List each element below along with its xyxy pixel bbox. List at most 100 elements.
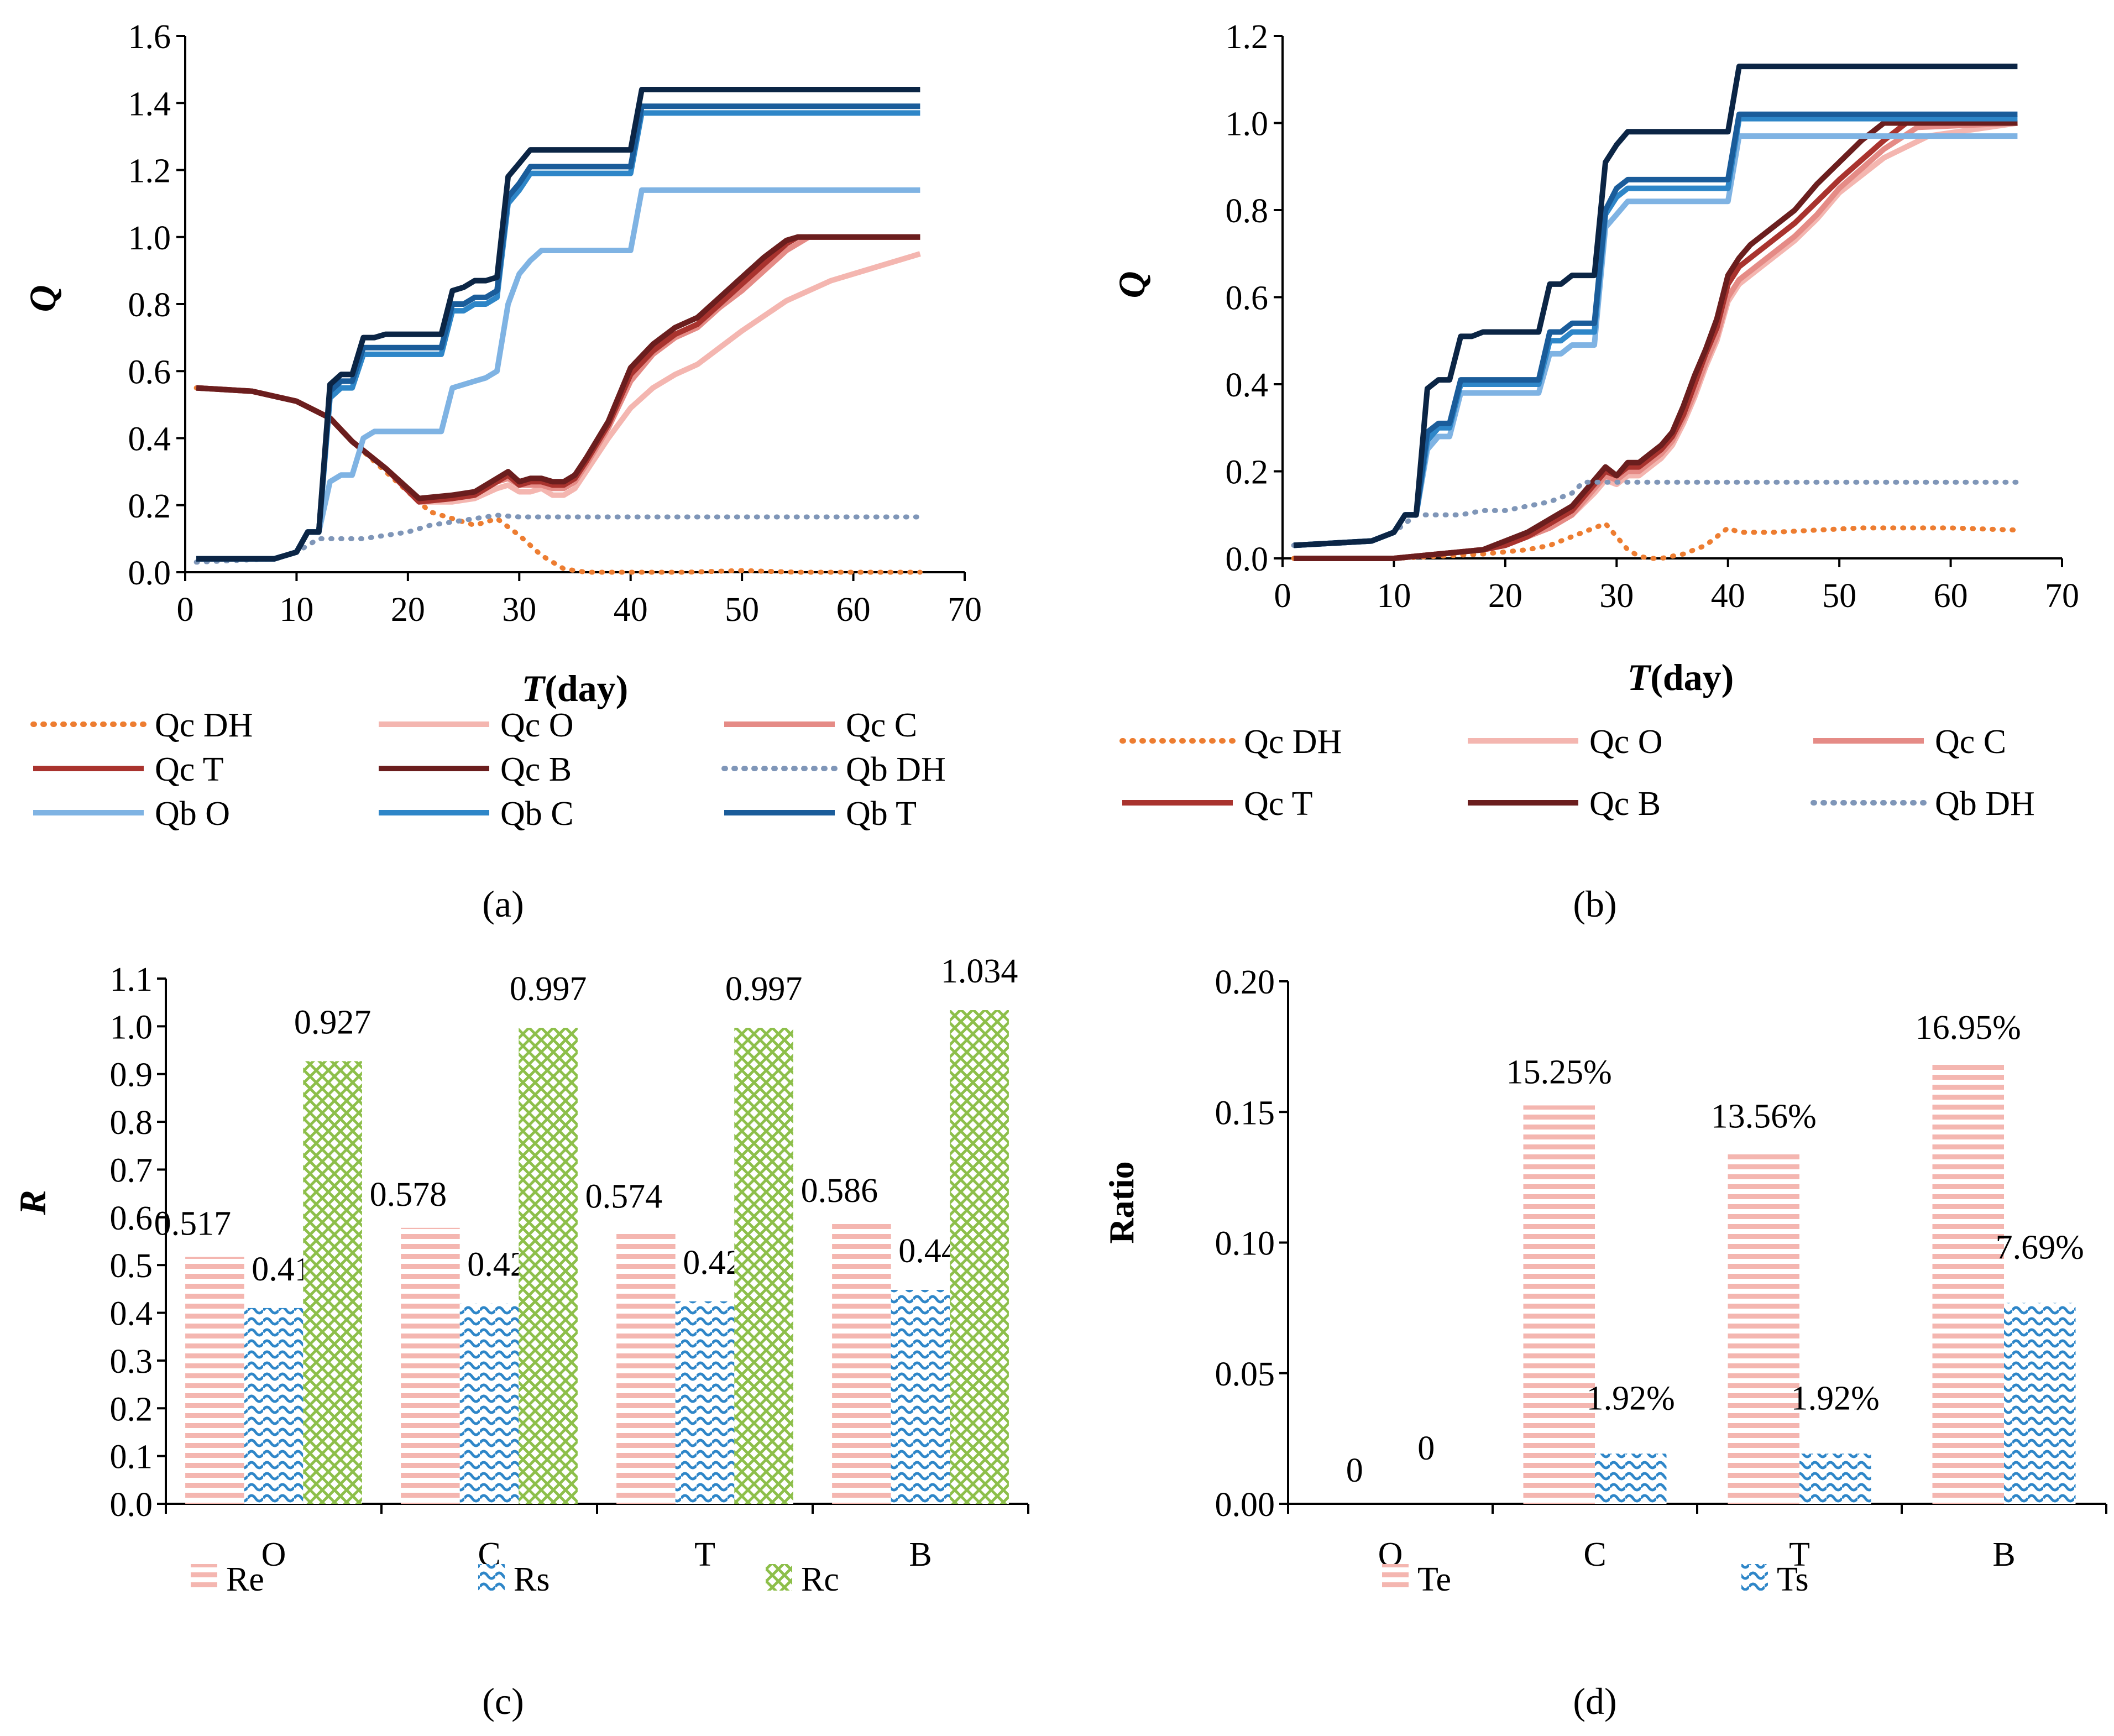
- bar-re-o: [185, 1257, 244, 1504]
- y-tick-label: 0.8: [1226, 192, 1269, 230]
- category-label-c: C: [1583, 1536, 1606, 1573]
- x-tick-label: 70: [948, 591, 982, 629]
- y-tick-label: 0.0: [110, 1486, 153, 1524]
- legend-label-qc-c: Qc C: [1935, 723, 2006, 761]
- legend-label-te: Te: [1417, 1561, 1451, 1598]
- bar-ts-c: [1595, 1453, 1667, 1504]
- panel-b-axes: 0.0 0.2 0.4 0.6 0.8 1.0 1.2 0 10 20 30 40 50 60 70: [1226, 18, 2080, 615]
- y-tick-label: 1.2: [1226, 18, 1269, 56]
- x-tick-label: 50: [725, 591, 759, 629]
- legend-label-qc-o: Qc O: [1589, 723, 1663, 761]
- x-tick-label: 10: [279, 591, 313, 629]
- y-tick-label: 1.4: [128, 85, 171, 123]
- y-tick-label: 0.20: [1215, 964, 1275, 1001]
- data-label-ts-o: 0: [1417, 1430, 1435, 1467]
- y-tick-label: 0.2: [128, 488, 171, 525]
- y-tick-label: 0.10: [1215, 1225, 1275, 1263]
- panel-d: 0.000.050.100.150.20O C T B 015.25%13.56%16…: [1102, 964, 2107, 1722]
- panel-d-ylabel: Ratio: [1102, 1161, 1141, 1243]
- y-tick-label: 0.6: [110, 1200, 153, 1237]
- x-tick-label: 40: [614, 591, 648, 629]
- x-tick-label: 10: [1377, 577, 1411, 615]
- legend-label-ts: Ts: [1777, 1561, 1809, 1598]
- y-tick-label: 1.6: [128, 18, 171, 56]
- series-line-qc-t: [1294, 120, 2018, 561]
- legend-label-qc-o: Qc O: [500, 707, 574, 744]
- x-tick-label: 30: [1599, 577, 1634, 615]
- legend-label-qb-dh: Qb DH: [1935, 785, 2035, 823]
- x-tick-label: 70: [2045, 577, 2079, 615]
- panel-a: 0.0 0.2 0.4 0.6 0.8 1.0 1.2 1.4 1.6 0 10 20 30 40 50 60…: [22, 18, 982, 925]
- y-tick-label: 0.4: [110, 1295, 153, 1333]
- panel-c: 0.00.10.20.30.40.50.60.70.80.91.01.1O C T B…: [12, 953, 1029, 1722]
- data-label-rc-o: 0.927: [294, 1003, 371, 1041]
- legend-label-qc-dh: Qc DH: [1244, 723, 1342, 761]
- y-tick-label: 1.0: [128, 219, 171, 257]
- bar-rs-t: [675, 1301, 735, 1504]
- y-tick-label: 1.1: [110, 961, 153, 998]
- bar-te-c: [1523, 1105, 1595, 1504]
- legend-swatch-re: [191, 1564, 217, 1591]
- y-tick-label: 0.8: [110, 1104, 153, 1142]
- series-line-qb-dh: [1291, 479, 2020, 548]
- panel-a-caption: (a): [482, 883, 524, 925]
- y-tick-label: 0.00: [1215, 1486, 1275, 1524]
- panel-b-caption: (b): [1573, 883, 1616, 925]
- bar-rc-b: [950, 1010, 1009, 1504]
- series-line-qc-b: [1294, 120, 2018, 561]
- category-label-t: T: [1789, 1536, 1810, 1573]
- y-tick-label: 0.0: [1226, 541, 1269, 578]
- y-tick-label: 0.1: [110, 1439, 153, 1476]
- legend-label-qb-c: Qb C: [500, 795, 574, 833]
- y-tick-label: 0.6: [1226, 280, 1269, 317]
- data-label-re-t: 0.574: [585, 1178, 663, 1215]
- y-tick-label: 0.0: [128, 555, 171, 592]
- bar-rs-o: [244, 1308, 304, 1504]
- data-label-ts-b: 7.69%: [1996, 1229, 2084, 1267]
- bar-ts-b: [2004, 1303, 2076, 1504]
- category-label-t: T: [694, 1536, 715, 1573]
- legend-label-qc-dh: Qc DH: [155, 707, 253, 744]
- series-line-qb-b: [1293, 64, 2018, 548]
- panel-c-legend: Re Rs Rc: [191, 1561, 839, 1598]
- data-label-te-t: 13.56%: [1711, 1097, 1817, 1135]
- panel-b-legend: Qc DH Qc O Qc C Qc T Qc B Qb DH: [1119, 723, 2035, 823]
- legend-label-qc-t: Qc T: [1244, 785, 1313, 823]
- series-line-qc-dh: [193, 385, 923, 575]
- y-tick-label: 0.4: [1226, 367, 1269, 404]
- bar-re-t: [616, 1230, 676, 1504]
- panel-c-caption: (c): [482, 1680, 524, 1722]
- y-tick-label: 1.0: [1226, 106, 1269, 143]
- legend-label-rs: Rs: [514, 1561, 550, 1598]
- legend-label-qc-t: Qc T: [155, 751, 224, 788]
- panel-a-axes: 0.0 0.2 0.4 0.6 0.8 1.0 1.2 1.4 1.6 0 10 20 30 40 50 60…: [128, 18, 982, 629]
- panel-a-xlabel-var: T: [522, 667, 546, 709]
- series-line-qc-dh: [1291, 521, 2020, 561]
- x-tick-label: 0: [177, 591, 194, 629]
- legend-swatch-rs: [478, 1564, 505, 1591]
- y-tick-label: 0.9: [110, 1057, 153, 1094]
- panel-a-plot: [193, 87, 923, 575]
- data-label-te-b: 16.95%: [1916, 1009, 2021, 1047]
- y-tick-label: 0.2: [110, 1390, 153, 1428]
- panel-b-plot: [1291, 64, 2020, 561]
- category-label-b: B: [909, 1536, 932, 1573]
- data-label-rc-b: 1.034: [941, 953, 1018, 990]
- bar-ts-t: [1799, 1453, 1871, 1504]
- panel-a-xlabel-unit: (day): [545, 667, 628, 709]
- series-line-qc-o: [196, 251, 921, 505]
- y-tick-label: 1.2: [128, 153, 171, 190]
- legend-label-qb-t: Qb T: [846, 795, 917, 833]
- data-label-re-o: 0.517: [154, 1205, 232, 1243]
- panel-b-xlabel: T(day): [1628, 656, 1734, 698]
- data-label-te-o: 0: [1346, 1452, 1363, 1489]
- panel-b-xlabel-unit: (day): [1650, 656, 1734, 698]
- y-tick-label: 0.8: [128, 286, 171, 324]
- panel-d-caption: (d): [1573, 1680, 1616, 1722]
- x-tick-label: 0: [1274, 577, 1291, 615]
- series-line-qb-dh: [193, 513, 923, 565]
- bar-rs-b: [891, 1290, 950, 1504]
- y-tick-label: 0.4: [128, 421, 171, 458]
